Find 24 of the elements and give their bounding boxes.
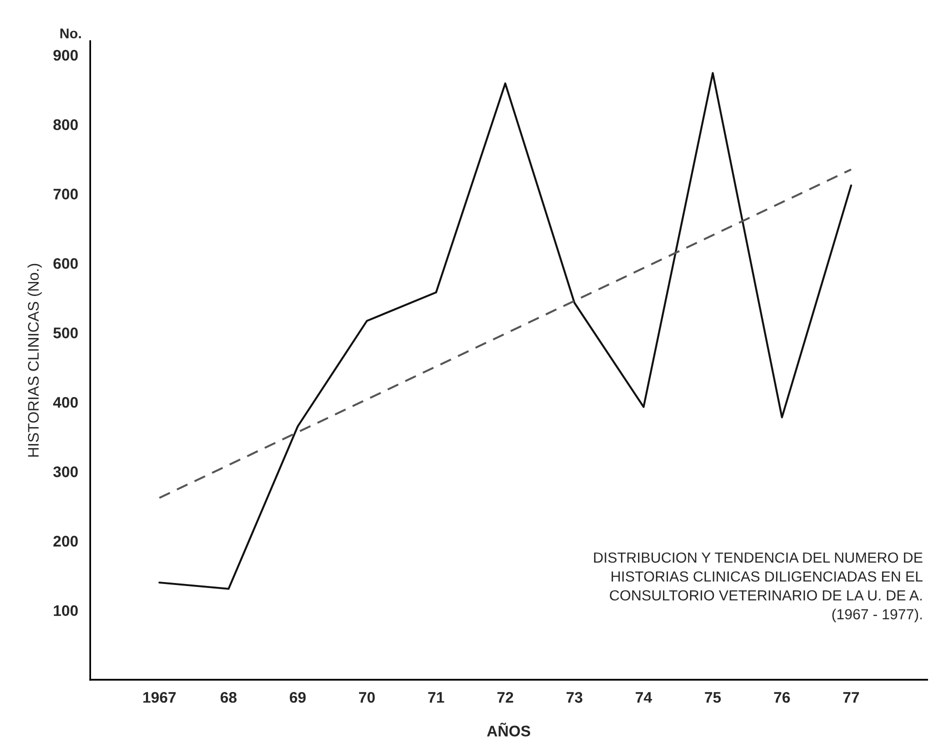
- x-tick-label: 77: [843, 692, 859, 703]
- y-tick-label: 600: [53, 258, 78, 269]
- y-tick-label: 200: [53, 536, 78, 547]
- x-tick-label: 75: [704, 692, 721, 703]
- x-tick-label: 69: [290, 692, 306, 703]
- x-tick-label: 1967: [143, 692, 176, 703]
- annotation: DISTRIBUCION Y TENDENCIA DEL NUMERO DE HISTORIAS CLINICAS DILIGENCIADAS EN EL CONSULTORIO VETERINARIO DE LA U. DE A. (1967 - 1977).: [594, 552, 923, 622]
- x-axis-title: AÑOS: [487, 722, 530, 736]
- text: No.: [60, 28, 81, 38]
- y-tick-label: 700: [54, 188, 78, 200]
- x-tick-label: 70: [359, 692, 375, 703]
- y-tick-label: 300: [53, 466, 78, 478]
- x-tick-label: 76: [774, 692, 790, 703]
- y-tick-label: 800: [53, 119, 78, 130]
- x-tick-label: 68: [220, 692, 237, 703]
- y-tick-label: 500: [53, 328, 78, 338]
- x-tick-label: 74: [636, 692, 652, 703]
- y-tick-label: 400: [53, 396, 78, 408]
- y-axis-title: HISTORIAS CLINICAS (No.): [28, 264, 42, 457]
- y-tick-label: 900: [53, 50, 78, 61]
- y-tick-label: 100: [54, 605, 78, 616]
- x-tick-label: 71: [428, 692, 444, 703]
- x-tick-label: 72: [497, 692, 514, 703]
- x-tick-label: 73: [566, 692, 582, 703]
